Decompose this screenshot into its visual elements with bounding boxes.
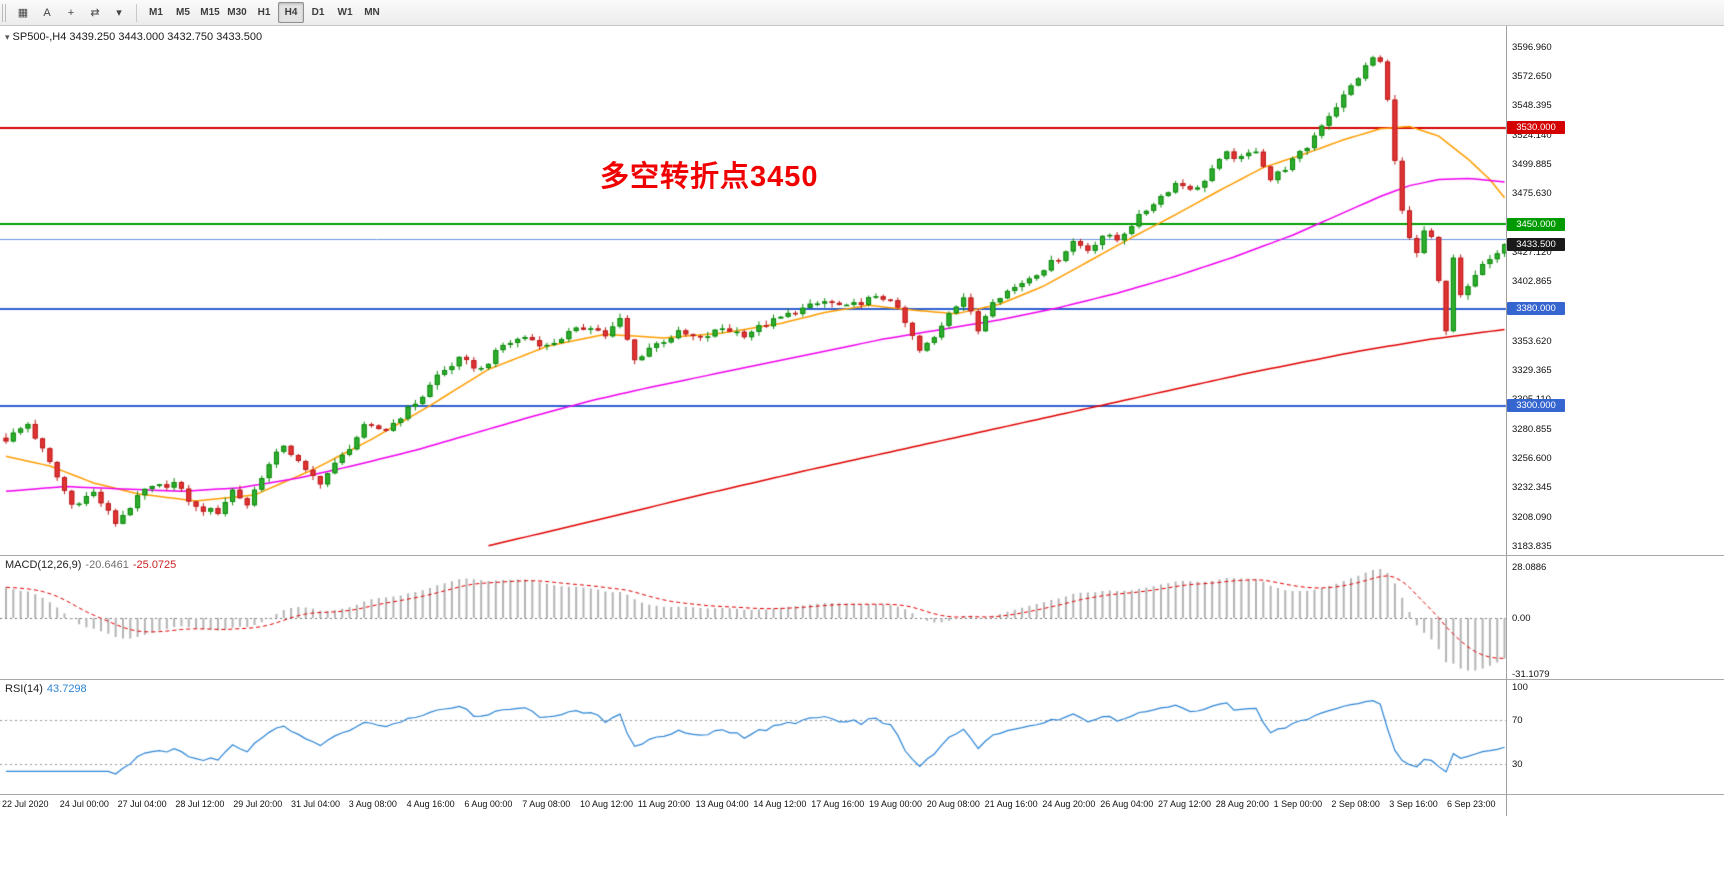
cycle-timeframes-icon[interactable]: ⇄ — [90, 7, 100, 19]
price-tick: 3183.835 — [1512, 540, 1552, 552]
time-label: 29 Jul 20:00 — [233, 799, 283, 809]
time-label: 4 Aug 16:00 — [406, 799, 455, 809]
panel-splitter-macd[interactable] — [0, 555, 1724, 556]
rsi-value: 43.7298 — [46, 683, 87, 695]
crosshair-icon[interactable]: + — [67, 6, 75, 19]
price-badge: 3300.000 — [1507, 399, 1565, 413]
text-annotation-icon[interactable]: A — [43, 6, 51, 19]
timeframe-button-h1[interactable]: H1 — [257, 7, 271, 18]
chart-title: ▾ SP500-,H4 3439.250 3443.000 3432.750 34… — [5, 31, 262, 43]
time-label: 10 Aug 12:00 — [580, 799, 634, 809]
toolbar: ▦ A + ⇄ ▾ M1 M5 M15 M30 H1 H4 D1 W1 MN — [0, 0, 1724, 26]
price-tick: 3232.345 — [1512, 482, 1552, 494]
price-badge: 3433.500 — [1507, 237, 1565, 251]
chart-ohlc-values: 3439.250 3443.000 3432.750 3433.500 — [69, 31, 263, 43]
time-label: 6 Aug 00:00 — [464, 799, 513, 809]
price-tick: 3256.600 — [1512, 453, 1552, 465]
price-tick: 3572.650 — [1512, 71, 1552, 83]
time-label: 28 Jul 12:00 — [175, 799, 225, 809]
time-label: 3 Aug 08:00 — [348, 799, 397, 809]
price-tick: 3475.630 — [1512, 188, 1552, 200]
macd-signal-value: -25.0725 — [132, 559, 177, 571]
dropdown-caret-icon[interactable]: ▾ — [116, 7, 122, 19]
timeframe-button-m30[interactable]: M30 — [227, 7, 247, 18]
price-tick: 3524.140 — [1512, 129, 1552, 141]
price-axis-border — [1506, 26, 1507, 816]
price-tick: 3208.090 — [1512, 511, 1552, 523]
chart-area[interactable]: ▾ SP500-,H4 3439.250 3443.000 3432.750 34… — [0, 26, 1724, 816]
price-badge: 3530.000 — [1507, 121, 1565, 135]
time-label: 27 Jul 04:00 — [117, 799, 167, 809]
macd-indicator-label: MACD(12,26,9) -20.6461 -25.0725 — [5, 559, 176, 571]
chart-grid-icon[interactable]: ▦ — [17, 7, 29, 19]
chart-symbol-timeframe: SP500-,H4 — [12, 31, 67, 43]
collapse-triangle-icon[interactable]: ▾ — [5, 32, 10, 42]
time-label: 14 Aug 12:00 — [753, 799, 807, 809]
toolbar-grip[interactable] — [2, 3, 8, 22]
time-label: 13 Aug 04:00 — [695, 799, 749, 809]
rsi-axis-label: 70 — [1512, 715, 1523, 726]
time-label: 24 Aug 20:00 — [1042, 799, 1096, 809]
price-badge: 3380.000 — [1507, 302, 1565, 316]
macd-axis-label: -31.1079 — [1512, 669, 1550, 681]
time-label: 24 Jul 00:00 — [59, 799, 109, 809]
price-tick: 3280.855 — [1512, 423, 1552, 435]
time-label: 26 Aug 04:00 — [1100, 799, 1154, 809]
timeframe-button-m15[interactable]: M15 — [200, 7, 220, 18]
timeframe-button-w1[interactable]: W1 — [337, 7, 353, 18]
time-label: 6 Sep 23:00 — [1447, 799, 1496, 809]
time-label: 28 Aug 20:00 — [1215, 799, 1269, 809]
time-label: 19 Aug 00:00 — [869, 799, 923, 809]
panel-splitter-rsi[interactable] — [0, 679, 1724, 680]
time-label: 11 Aug 20:00 — [637, 799, 691, 809]
toolbar-icon-group: ▦ A + ⇄ ▾ — [12, 2, 130, 23]
time-label: 21 Aug 16:00 — [984, 799, 1038, 809]
rsi-axis-label: 100 — [1512, 682, 1528, 693]
macd-axis-label: 28.0886 — [1512, 561, 1547, 573]
macd-name: MACD(12,26,9) — [5, 559, 82, 571]
price-tick: 3329.365 — [1512, 365, 1552, 377]
price-tick: 3353.620 — [1512, 335, 1552, 347]
time-label: 1 Sep 00:00 — [1273, 799, 1323, 809]
time-axis-border — [0, 794, 1724, 795]
time-label: 3 Sep 16:00 — [1389, 799, 1438, 809]
macd-main-value: -20.6461 — [85, 559, 129, 571]
rsi-indicator-label: RSI(14) 43.7298 — [5, 683, 87, 695]
timeframe-button-m1[interactable]: M1 — [149, 7, 163, 18]
rsi-name: RSI(14) — [5, 683, 43, 695]
price-tick: 3499.885 — [1512, 159, 1552, 171]
timeframe-button-h4[interactable]: H4 — [278, 2, 304, 23]
price-tick: 3548.395 — [1512, 100, 1552, 112]
timeframe-button-d1[interactable]: D1 — [311, 7, 325, 18]
price-tick: 3402.865 — [1512, 276, 1552, 288]
rsi-axis-label: 30 — [1512, 759, 1523, 770]
chart-canvas[interactable] — [0, 26, 1724, 816]
price-badge: 3450.000 — [1507, 217, 1565, 231]
price-axis[interactable]: 3596.960 3572.650 3548.395 3524.140 3499.885… — [1507, 26, 1722, 816]
timeframe-button-m5[interactable]: M5 — [176, 7, 190, 18]
toolbar-separator — [136, 3, 137, 22]
macd-axis-label: 0.00 — [1512, 613, 1531, 624]
chart-annotation-text[interactable]: 多空转折点3450 — [600, 161, 819, 193]
timeframe-button-mn[interactable]: MN — [364, 7, 380, 18]
time-label: 22 Jul 2020 — [2, 799, 49, 809]
time-label: 27 Aug 12:00 — [1158, 799, 1212, 809]
time-label: 2 Sep 08:00 — [1331, 799, 1380, 809]
time-label: 31 Jul 04:00 — [291, 799, 341, 809]
time-label: 20 Aug 08:00 — [926, 799, 980, 809]
price-tick: 3427.120 — [1512, 246, 1552, 258]
time-label: 17 Aug 16:00 — [811, 799, 865, 809]
time-axis[interactable]: 22 Jul 2020 24 Jul 00:00 27 Jul 04:00 28 Ju… — [0, 796, 1506, 816]
timeframe-button-group: M1 M5 M15 M30 H1 H4 D1 W1 MN — [143, 2, 385, 23]
price-tick: 3596.960 — [1512, 41, 1552, 53]
time-label: 7 Aug 08:00 — [522, 799, 571, 809]
